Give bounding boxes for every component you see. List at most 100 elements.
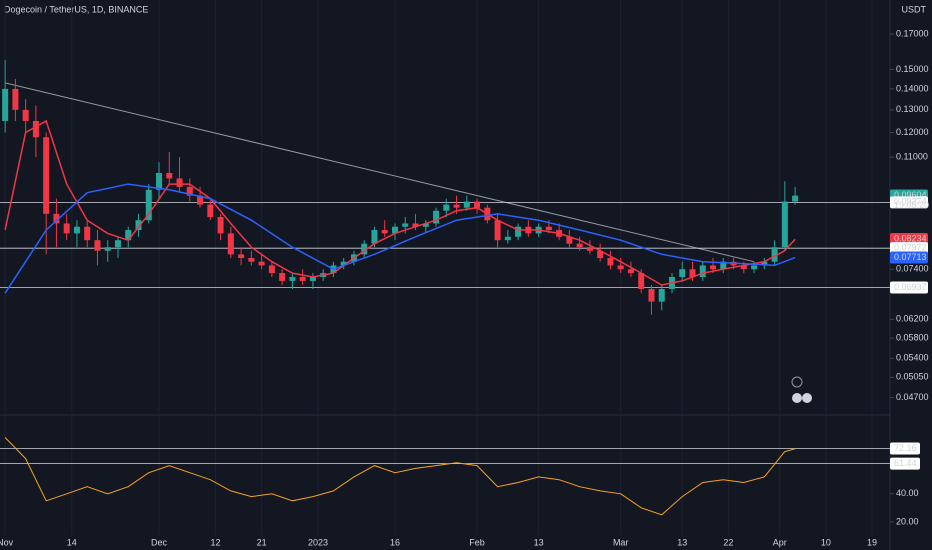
- candle-body: [422, 223, 429, 227]
- rsi-tick-label: 20.00: [896, 516, 919, 526]
- x-tick-label: 13: [677, 537, 687, 547]
- candle-body: [248, 257, 255, 262]
- y-tick-label: 0.11000: [896, 151, 928, 161]
- candle-body: [63, 223, 70, 234]
- y-tick-label: 0.13000: [896, 104, 929, 114]
- x-tick-label: Feb: [469, 537, 485, 547]
- price-tag-label: 0.09374: [894, 197, 927, 207]
- candle-body: [494, 220, 501, 241]
- candle-body: [289, 276, 296, 281]
- candle-body: [463, 201, 470, 208]
- candle-body: [125, 230, 132, 241]
- candle-body: [217, 217, 224, 234]
- icon: [791, 376, 803, 388]
- candle-body: [73, 226, 80, 234]
- candle-body: [710, 265, 717, 270]
- candle-body: [2, 88, 9, 121]
- candle-body: [176, 178, 183, 187]
- x-tick-label: 13: [534, 537, 544, 547]
- candle-body: [720, 261, 727, 270]
- candle-body: [658, 289, 665, 302]
- candle-body: [545, 226, 552, 231]
- candle-body: [238, 254, 245, 258]
- x-tick-label: Nov: [0, 537, 14, 547]
- candle-body: [771, 247, 778, 262]
- candle-body: [576, 243, 583, 248]
- x-tick-label: 10: [821, 537, 831, 547]
- x-tick-label: 21: [257, 537, 267, 547]
- y-tick-label: 0.17000: [896, 28, 929, 38]
- candle-body: [22, 109, 29, 121]
- candle-body: [761, 261, 768, 266]
- candle-body: [114, 240, 121, 248]
- price-tag-label: 0.07972: [894, 243, 927, 253]
- trendline: [5, 82, 755, 263]
- rsi-tag-label: 61.44: [894, 458, 917, 468]
- y-tick-label: 0.05400: [896, 353, 929, 363]
- candle-body: [402, 223, 409, 227]
- candle-body: [781, 201, 788, 248]
- price-tag-label: 0.07713: [894, 252, 927, 262]
- x-tick-label: 12: [210, 537, 220, 547]
- candle-body: [792, 195, 799, 202]
- event-icons: [791, 376, 812, 403]
- candle-body: [166, 172, 173, 179]
- x-tick-label: Mar: [613, 537, 629, 547]
- candle-body: [94, 240, 101, 251]
- x-tick-label: Dec: [151, 537, 168, 547]
- price-tag: [890, 251, 928, 264]
- y-tick-label: 0.05050: [896, 372, 929, 382]
- candle-body: [433, 210, 440, 224]
- chart-title: Dogecoin / TetherUS, 1D, BINANCE: [4, 4, 148, 14]
- candle-body: [53, 213, 60, 224]
- candle-body: [340, 261, 347, 266]
- price-tag: [890, 196, 928, 209]
- price-tag-label: 0.08234: [894, 233, 927, 243]
- candle-body: [566, 236, 573, 244]
- candle-body: [751, 265, 758, 270]
- rsi-tick-label: 40.00: [896, 488, 919, 498]
- candle-body: [381, 230, 388, 234]
- candle-body: [145, 189, 152, 221]
- candle-body: [699, 265, 706, 277]
- price-tag: [890, 233, 928, 246]
- candle-body: [504, 236, 511, 241]
- icon: [802, 393, 812, 403]
- candle-body: [361, 243, 368, 255]
- candle-body: [84, 226, 91, 241]
- y-tick-label: 0.06200: [896, 314, 929, 324]
- candle-body: [689, 269, 696, 277]
- price-tag-label: 0.06937: [894, 282, 927, 292]
- icon: [792, 393, 802, 403]
- y-tick-label: 0.14000: [896, 83, 929, 93]
- candle-body: [309, 276, 316, 281]
- x-tick-label: 2023: [308, 537, 328, 547]
- candle-body: [268, 265, 275, 274]
- candle-body: [43, 137, 50, 214]
- x-tick-label: 16: [390, 537, 400, 547]
- y-tick-label: 0.05800: [896, 333, 929, 343]
- moving-average: [4, 119, 796, 286]
- candle-body: [299, 276, 306, 281]
- candle-body: [207, 204, 214, 218]
- x-tick-label: 19: [867, 537, 877, 547]
- candle-body: [679, 269, 686, 277]
- y-tick-label: 0.15000: [896, 64, 929, 74]
- candle-body: [648, 289, 655, 302]
- x-tick-label: 14: [67, 537, 77, 547]
- candle-body: [135, 220, 142, 231]
- candle-body: [515, 226, 522, 237]
- y-tick-label: 0.07400: [896, 264, 929, 274]
- rsi-tag: [890, 442, 920, 455]
- candle-body: [597, 250, 604, 258]
- price-tag-label: 0.09604: [894, 190, 927, 200]
- candle-body: [443, 204, 450, 211]
- candle-body: [186, 186, 193, 196]
- axis-unit: USDT: [902, 4, 927, 14]
- candle-body: [412, 223, 419, 227]
- candle-body: [474, 201, 481, 208]
- price-tag: [890, 242, 928, 255]
- countdown: 19:05:20: [894, 200, 929, 210]
